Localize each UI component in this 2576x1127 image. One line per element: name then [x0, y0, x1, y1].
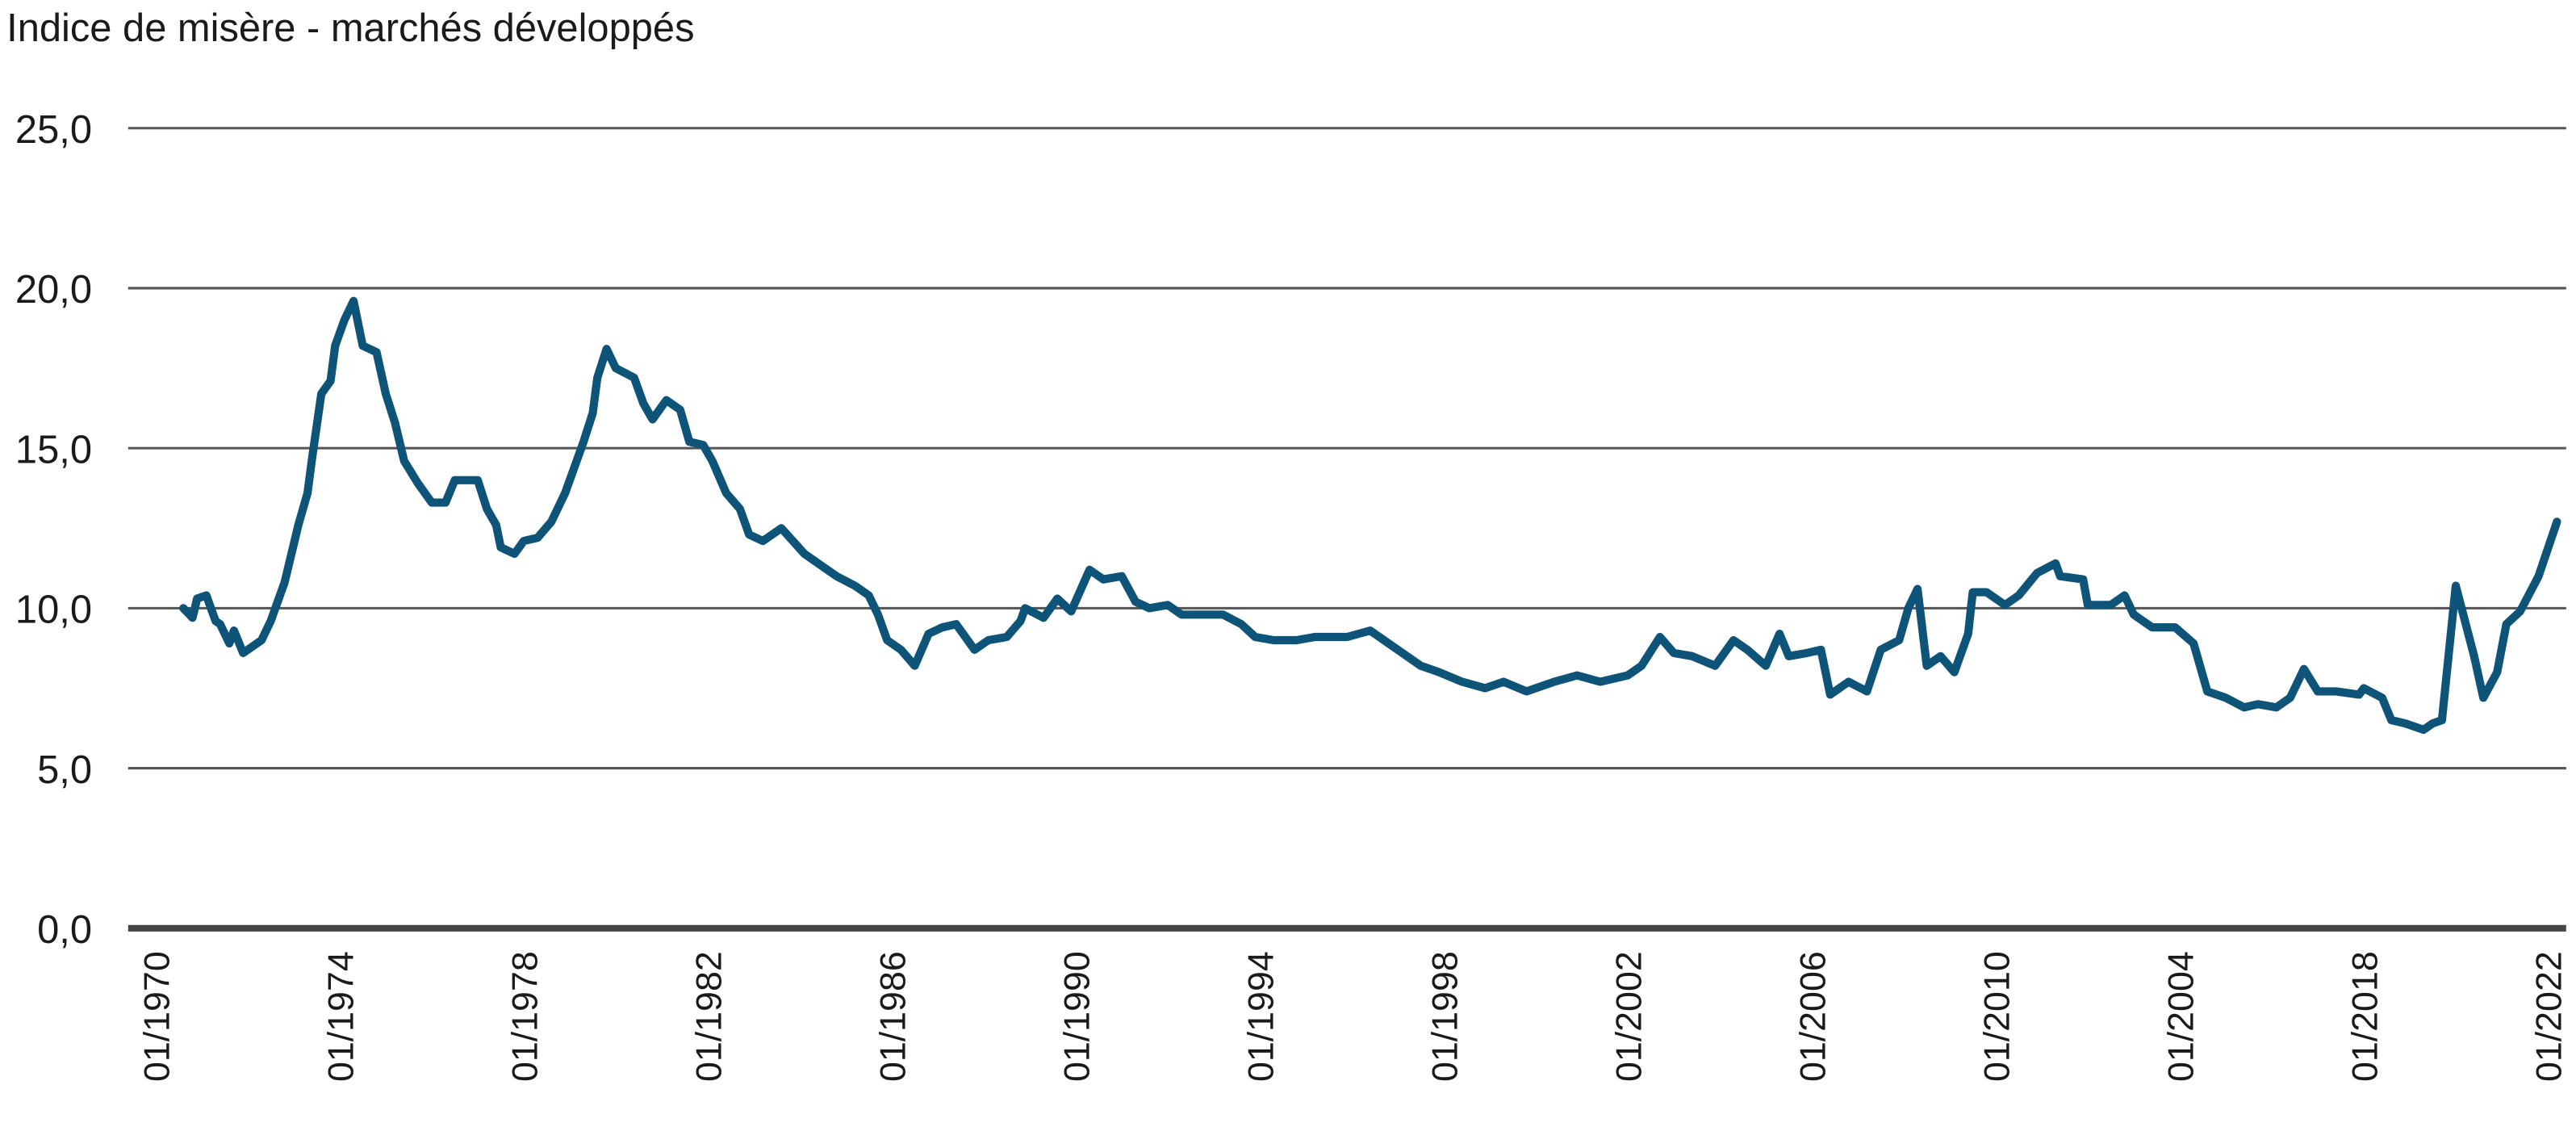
x-tick-label: 01/1994 [1240, 951, 1281, 1082]
y-tick-label: 10,0 [15, 589, 92, 632]
x-tick-label: 01/2018 [2344, 951, 2385, 1082]
x-tick-label: 01/2022 [2528, 951, 2569, 1082]
x-tick-label: 01/1998 [1424, 951, 1465, 1082]
x-tick-label: 01/2004 [2160, 951, 2201, 1082]
y-tick-label: 15,0 [15, 428, 92, 471]
x-tick-label: 01/1970 [136, 951, 177, 1082]
x-tick-label: 01/2002 [1608, 951, 1649, 1082]
x-tick-label: 01/1990 [1056, 951, 1097, 1082]
x-tick-label: 01/1974 [320, 951, 361, 1082]
x-tick-label: 01/2010 [1976, 951, 2017, 1082]
x-tick-label: 01/2006 [1792, 951, 1833, 1082]
y-tick-label: 25,0 [15, 108, 92, 152]
x-tick-label: 01/1986 [872, 951, 913, 1082]
x-tick-label: 01/1982 [688, 951, 729, 1082]
y-tick-label: 5,0 [37, 748, 92, 792]
x-tick-label: 01/1978 [504, 951, 545, 1082]
chart-title: Indice de misère - marchés développés [6, 6, 694, 50]
y-tick-label: 0,0 [37, 908, 92, 952]
data-line [179, 296, 2561, 735]
y-tick-label: 20,0 [15, 268, 92, 312]
